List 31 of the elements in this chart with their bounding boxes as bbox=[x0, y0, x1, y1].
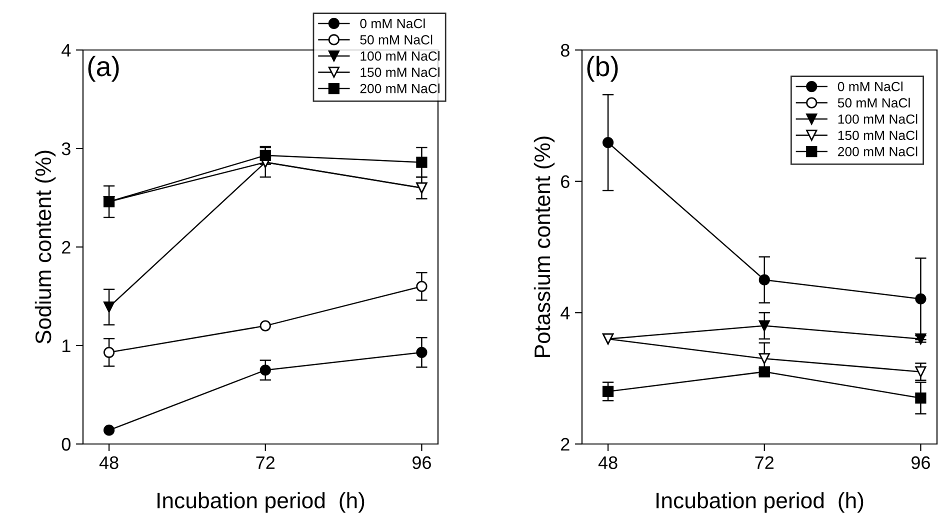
legend-label: 0 mM NaCl bbox=[838, 82, 902, 92]
y-tick-label: 2 bbox=[62, 240, 70, 254]
y-tick-label: 3 bbox=[62, 142, 70, 156]
x-axis-title: Incubation period (h) bbox=[656, 492, 864, 513]
legend-label: 0 mM NaCl bbox=[360, 18, 425, 28]
y-axis-title: Sodium content (%) bbox=[34, 150, 56, 344]
annotation: (b) bbox=[587, 56, 618, 82]
y-tick-label: 4 bbox=[62, 44, 71, 57]
x-tick-label: 72 bbox=[755, 456, 774, 469]
legend-label: 200 mM NaCl bbox=[838, 146, 918, 156]
x-tick-label: 48 bbox=[99, 456, 118, 470]
legend-label: 100 mM NaCl bbox=[360, 51, 440, 61]
legend-label: 50 mM NaCl bbox=[360, 34, 432, 44]
legend-label: 150 mM NaCl bbox=[360, 67, 440, 77]
legend-label: 150 mM NaCl bbox=[838, 130, 918, 140]
x-tick-label: 96 bbox=[912, 456, 930, 470]
y-tick-label: 6 bbox=[561, 175, 570, 188]
legend-label: 100 mM NaCl bbox=[838, 114, 918, 124]
x-tick-label: 48 bbox=[598, 456, 618, 470]
y-tick-label: 1 bbox=[62, 340, 70, 352]
y-axis-title: Potassium content (%) bbox=[534, 136, 555, 357]
x-tick-label: 72 bbox=[256, 456, 275, 469]
x-axis-title: Incubation period (h) bbox=[158, 492, 364, 513]
annotation: (a) bbox=[88, 56, 119, 82]
y-tick-label: 0 bbox=[62, 438, 70, 451]
y-tick-label: 8 bbox=[560, 44, 570, 57]
y-tick-label: 4 bbox=[560, 306, 570, 320]
legend-label: 200 mM NaCl bbox=[360, 84, 440, 94]
legend-label: 50 mM NaCl bbox=[838, 98, 910, 108]
x-tick-label: 96 bbox=[412, 456, 431, 470]
y-tick-label: 2 bbox=[561, 438, 570, 451]
